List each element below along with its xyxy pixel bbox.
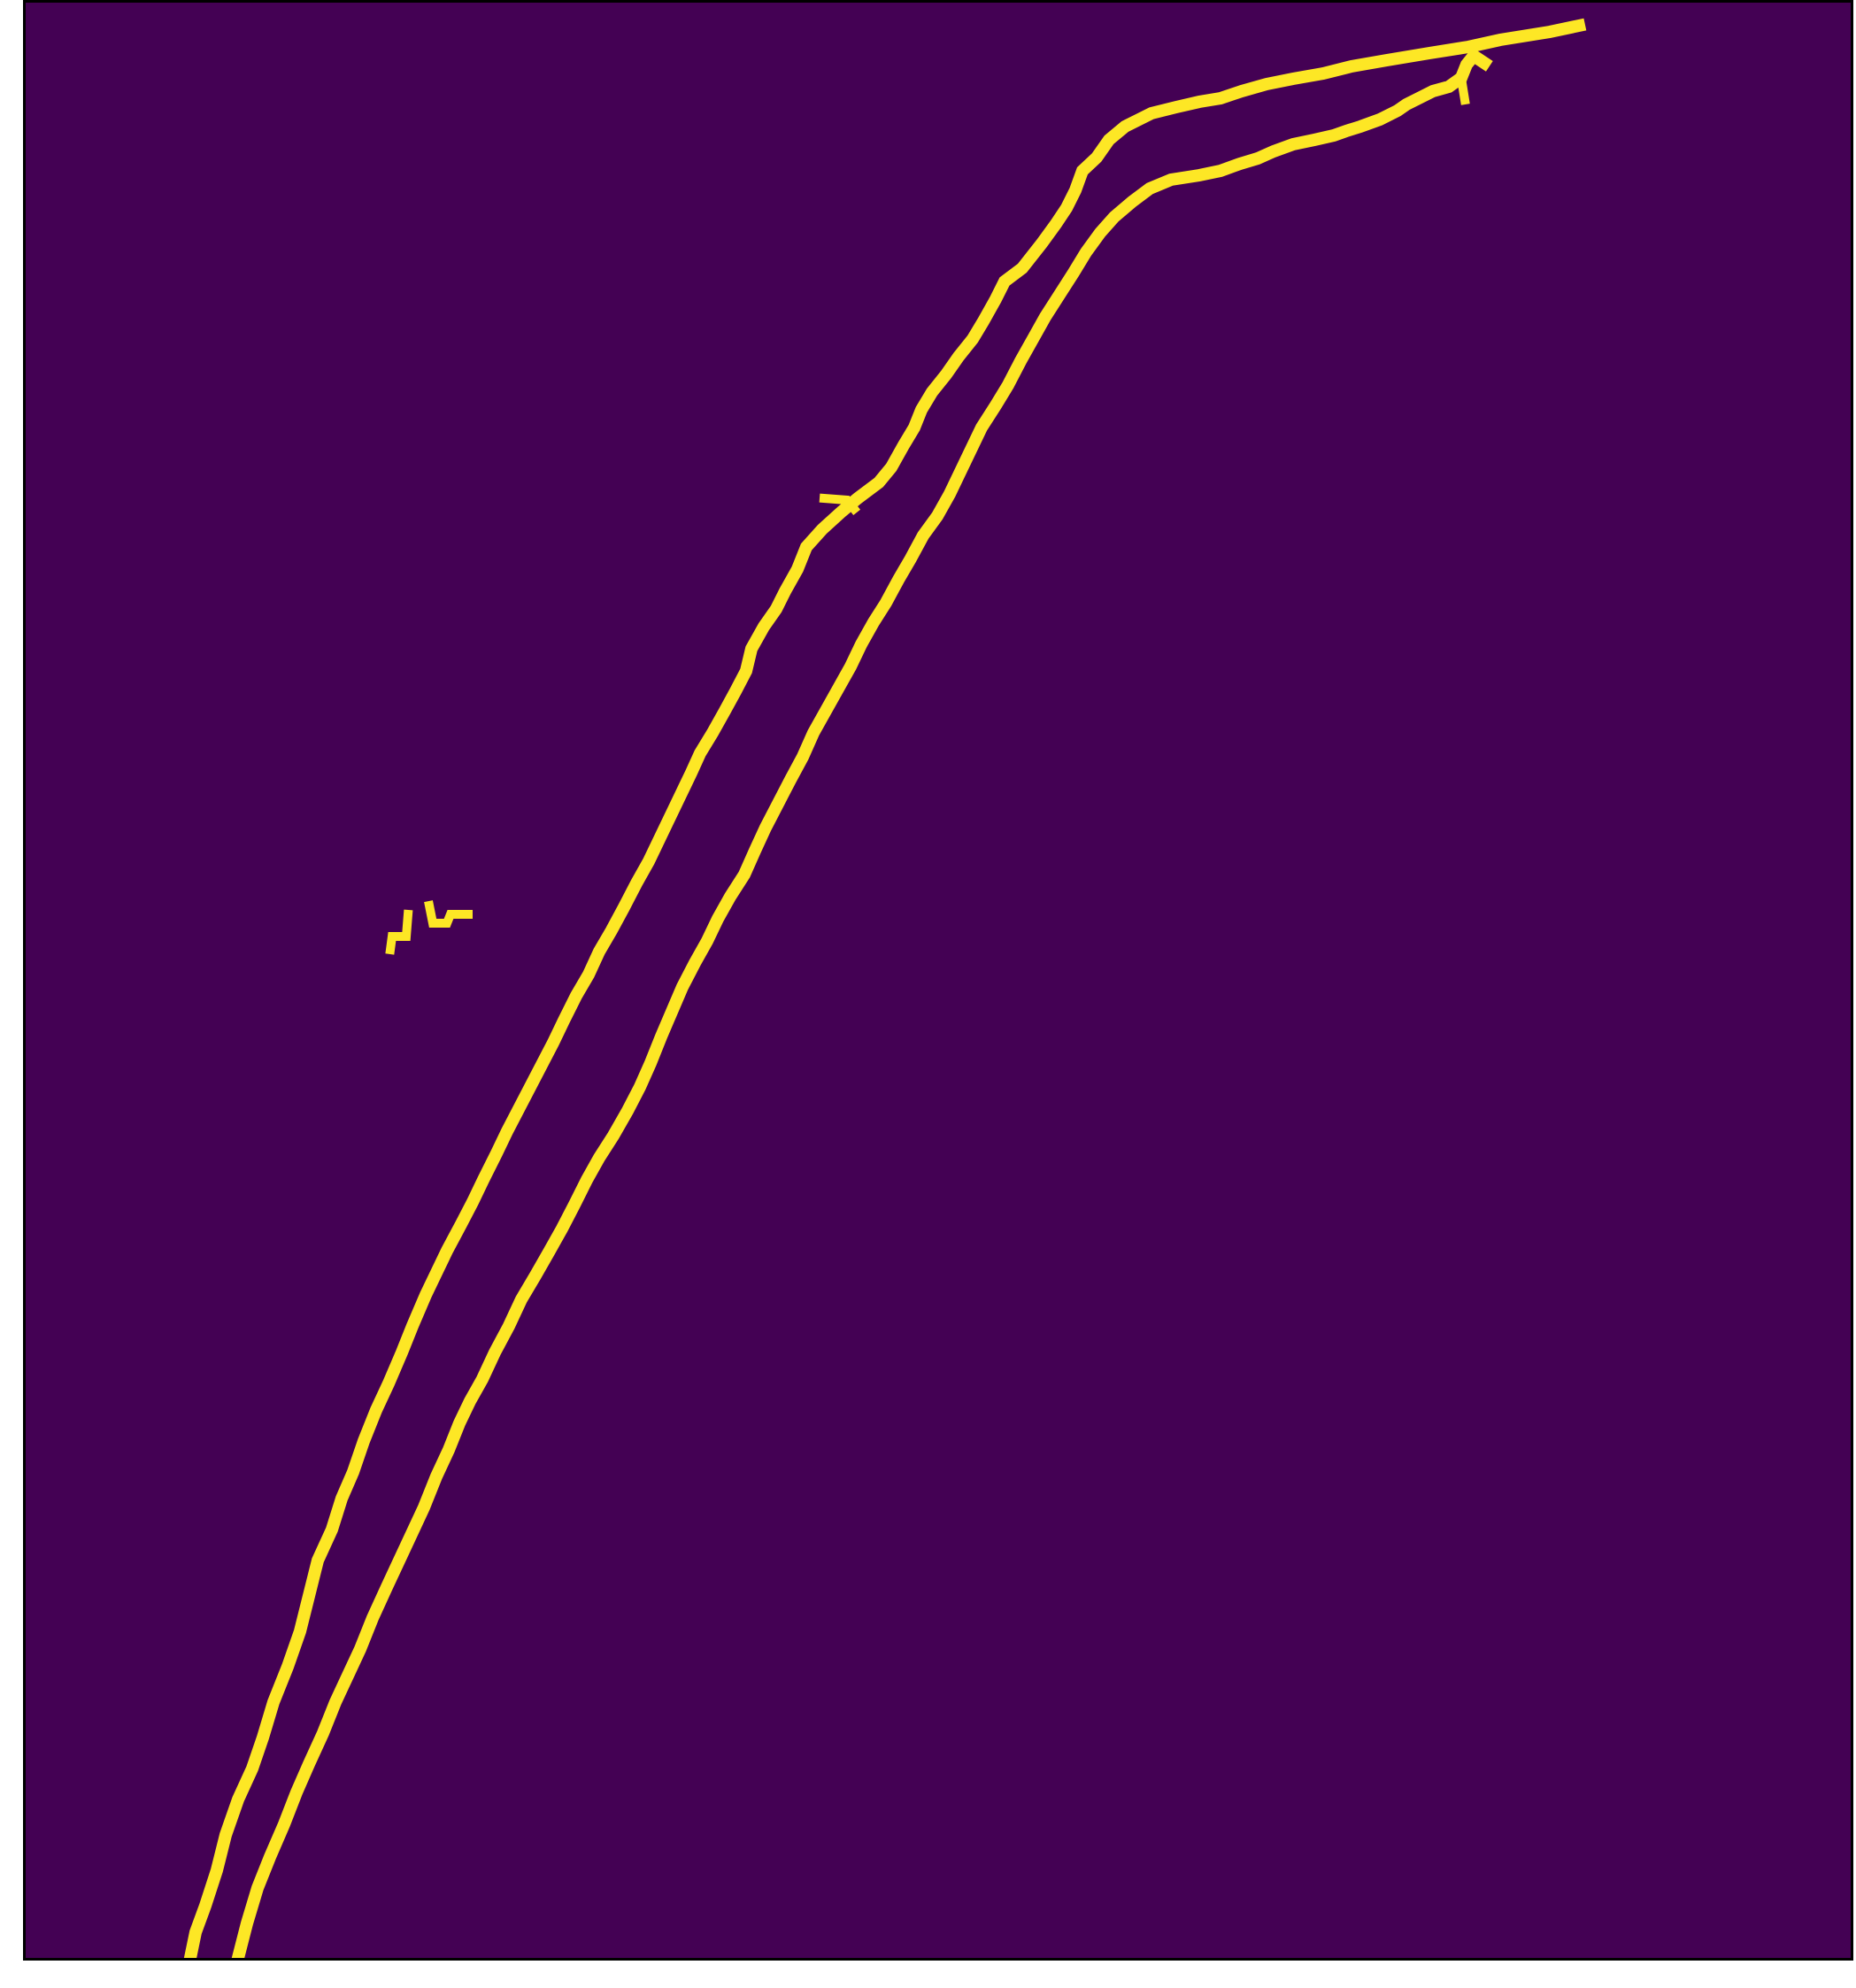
left-artifact-b bbox=[424, 900, 473, 928]
inner-line-spur bbox=[1456, 73, 1470, 105]
mask-image bbox=[26, 3, 1851, 1958]
mask-background bbox=[26, 3, 1851, 1958]
outer-boundary-line bbox=[183, 18, 1587, 1958]
mask-frame bbox=[23, 0, 1853, 1961]
left-artifact-a bbox=[385, 909, 413, 955]
middle-notch-artifact bbox=[819, 493, 861, 516]
inner-boundary-line bbox=[231, 47, 1493, 1958]
